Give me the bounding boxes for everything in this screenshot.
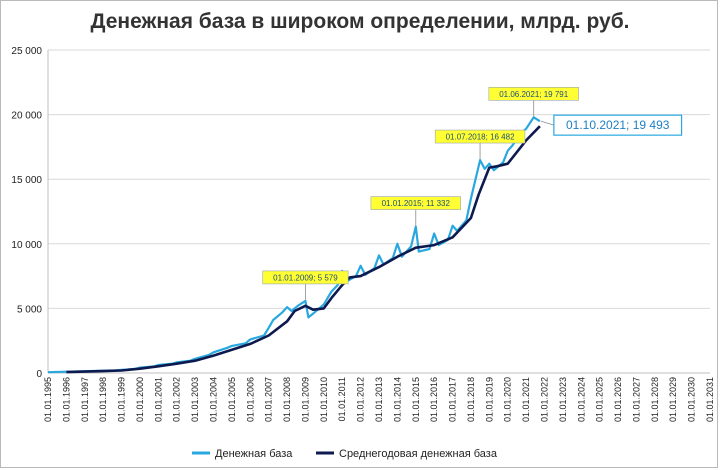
x-tick-label: 01.01.2013 (374, 377, 384, 422)
x-tick-label: 01.01.1996 (61, 377, 71, 422)
x-tick-label: 01.01.2027 (631, 377, 641, 422)
x-tick-label: 01.01.2009 (300, 377, 310, 422)
x-tick-label: 01.01.2007 (264, 377, 274, 422)
x-tick-label: 01.01.2026 (613, 377, 623, 422)
x-tick-label: 01.01.2031 (705, 377, 715, 422)
annotation-box (370, 196, 461, 210)
x-tick-label: 01.01.2010 (319, 377, 329, 422)
x-tick-label: 01.01.2025 (595, 377, 605, 422)
x-tick-label: 01.01.2028 (650, 377, 660, 422)
x-tick-label: 01.01.2029 (668, 377, 678, 422)
annotation-label: 01.07.2018; 16 482 (446, 133, 516, 142)
y-tick-label: 5 000 (17, 304, 42, 315)
x-tick-label: 01.01.1998 (98, 377, 108, 422)
callout-box (553, 114, 683, 136)
x-tick-label: 01.01.1997 (80, 377, 90, 422)
y-tick-label: 20 000 (11, 111, 42, 122)
callout-label: 01.10.2021; 19 493 (566, 118, 670, 132)
x-tick-label: 01.01.1999 (117, 377, 127, 422)
annotation-box (262, 270, 349, 285)
y-tick-label: 0 (36, 369, 42, 380)
x-tick-label: 01.01.2023 (558, 377, 568, 422)
x-tick-label: 01.01.2024 (576, 377, 586, 422)
legend-item-average-monetary-base-label: Среднегодовая денежная база (339, 448, 498, 460)
annotation-box (488, 87, 579, 101)
x-tick-label: 01.01.2018 (466, 377, 476, 422)
x-tick-label: 01.01.2012 (356, 377, 366, 422)
y-tick-label: 25 000 (11, 46, 42, 57)
x-tick-label: 01.01.2004 (209, 377, 219, 422)
x-tick-label: 01.01.2022 (540, 377, 550, 422)
x-tick-label: 01.01.2006 (245, 377, 255, 422)
annotation-box (434, 129, 526, 144)
x-tick-label: 01.01.2021 (521, 377, 531, 422)
x-tick-label: 01.01.2019 (484, 377, 494, 422)
annotation-label: 01.01.2015; 11 332 (382, 199, 451, 208)
callout-leader (540, 120, 554, 126)
x-tick-label: 01.01.2020 (503, 377, 513, 422)
x-tick-label: 01.01.2016 (429, 377, 439, 422)
series-line-average-monetary-base (66, 125, 541, 374)
series-line-monetary-base (47, 116, 541, 374)
x-tick-label: 01.01.2002 (172, 377, 182, 422)
x-tick-label: 01.01.2015 (411, 377, 421, 422)
x-tick-label: 01.01.2014 (392, 377, 402, 422)
x-tick-label: 01.01.2011 (337, 377, 347, 421)
x-tick-label: 01.01.2001 (153, 377, 163, 422)
x-tick-label: 01.01.2017 (448, 377, 458, 422)
x-tick-label: 01.01.2000 (135, 377, 145, 422)
x-tick-label: 01.01.1995 (43, 377, 53, 422)
x-tick-label: 01.01.2008 (282, 377, 292, 422)
chart-title: Денежная база в широком определении, млр… (90, 10, 630, 33)
x-tick-label: 01.01.2005 (227, 377, 237, 422)
annotation-label: 01.01.2009; 5 579 (273, 273, 338, 282)
y-tick-label: 15 000 (11, 175, 42, 186)
y-tick-label: 10 000 (11, 240, 42, 251)
x-tick-label: 01.01.2003 (190, 377, 200, 422)
annotation-label: 01.06.2021; 19 791 (499, 90, 569, 99)
x-tick-label: 01.01.2030 (687, 377, 697, 422)
legend-item-monetary-base-label: Денежная база (215, 448, 293, 460)
